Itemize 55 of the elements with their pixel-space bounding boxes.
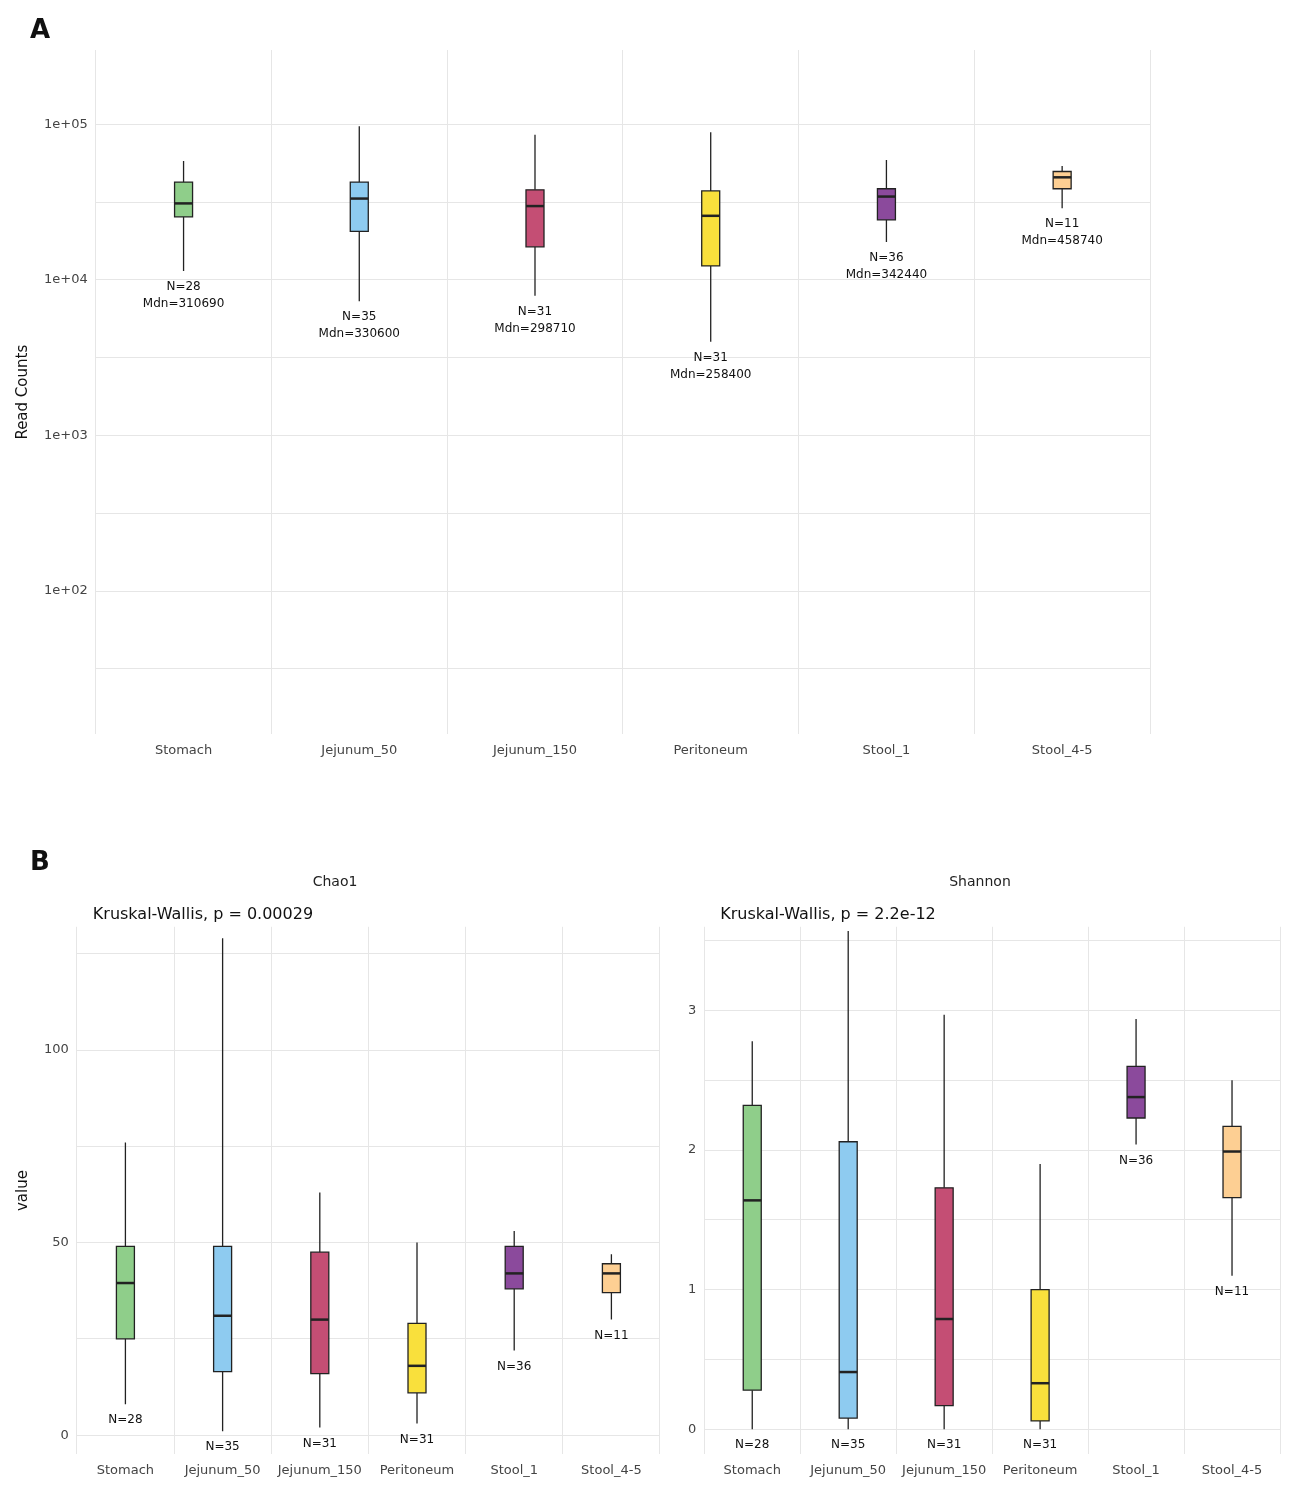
y-tick-label: 3	[687, 1001, 697, 1017]
y-tick-label: 1e+04	[43, 271, 88, 287]
x-tick-label: Jejunum_50	[320, 741, 398, 757]
x-tick-label: Stomach	[723, 1461, 781, 1477]
y-axis-title: Read Counts	[12, 344, 31, 440]
annotation: N=31	[927, 1437, 962, 1452]
annotation: N=31	[399, 1431, 435, 1446]
annotation: N=28	[735, 1437, 770, 1452]
annotation: N=28 Mdn=310690	[142, 279, 225, 311]
annotation: N=11 Mdn=458740	[1021, 216, 1103, 248]
annotation: N=35 Mdn=330600	[318, 309, 400, 341]
x-tick-label: Stool_4-5	[1201, 1461, 1263, 1477]
annotation: N=36 Mdn=342440	[845, 250, 928, 282]
annotation: N=31	[302, 1435, 337, 1450]
x-tick-label: Stool_4-5	[1031, 741, 1093, 757]
annotation: N=35	[205, 1439, 240, 1454]
annotation: N=31 Mdn=298710	[494, 303, 576, 335]
x-tick-label: Stool_1	[862, 741, 911, 757]
x-tick-label: Peritoneum	[1002, 1461, 1078, 1477]
x-tick-label: Stool_1	[490, 1461, 539, 1477]
x-tick-label: Jejunum_150	[276, 1461, 362, 1477]
x-tick-label: Stool_4-5	[581, 1461, 642, 1477]
x-tick-label: Stomach	[96, 1461, 155, 1477]
y-tick-label: 0	[60, 1426, 69, 1442]
annotation: N=11	[1214, 1283, 1250, 1298]
annotation: N=36	[1118, 1152, 1154, 1167]
y-tick-label: 1	[687, 1281, 697, 1297]
x-tick-label: Jejunum_150	[491, 741, 578, 757]
x-tick-label: Jejunum_150	[901, 1461, 987, 1477]
x-tick-label: Stool_1	[1112, 1461, 1160, 1477]
y-axis-title: value	[12, 1170, 31, 1212]
y-tick-label: 1e+03	[43, 426, 88, 442]
text: B	[30, 845, 50, 876]
text: Kruskal-Wallis, p = 2.2e-12	[720, 903, 936, 923]
text: A	[30, 13, 51, 44]
y-tick-label: 1e+02	[43, 582, 88, 598]
annotation: N=36	[497, 1358, 532, 1373]
annotation: N=35	[831, 1437, 866, 1452]
text: Kruskal-Wallis, p = 0.00029	[92, 903, 314, 923]
x-tick-label: Jejunum_50	[809, 1461, 887, 1477]
y-tick-label: 50	[52, 1233, 69, 1249]
x-tick-label: Peritoneum	[379, 1461, 455, 1477]
y-tick-label: 0	[687, 1420, 697, 1436]
annotation: N=31 Mdn=258400	[669, 349, 752, 381]
x-tick-label: Jejunum_50	[183, 1461, 261, 1477]
y-tick-label: 100	[43, 1041, 69, 1057]
chart-title: Shannon	[949, 873, 1011, 890]
y-tick-label: 2	[687, 1141, 697, 1157]
chart-title: Chao1	[312, 873, 358, 890]
x-tick-label: Stomach	[154, 741, 213, 757]
x-tick-label: Peritoneum	[673, 741, 748, 757]
y-tick-label: 1e+05	[43, 115, 88, 131]
annotation: N=11	[594, 1327, 629, 1342]
annotation: N=31	[1022, 1437, 1058, 1452]
annotation: N=28	[108, 1412, 143, 1427]
